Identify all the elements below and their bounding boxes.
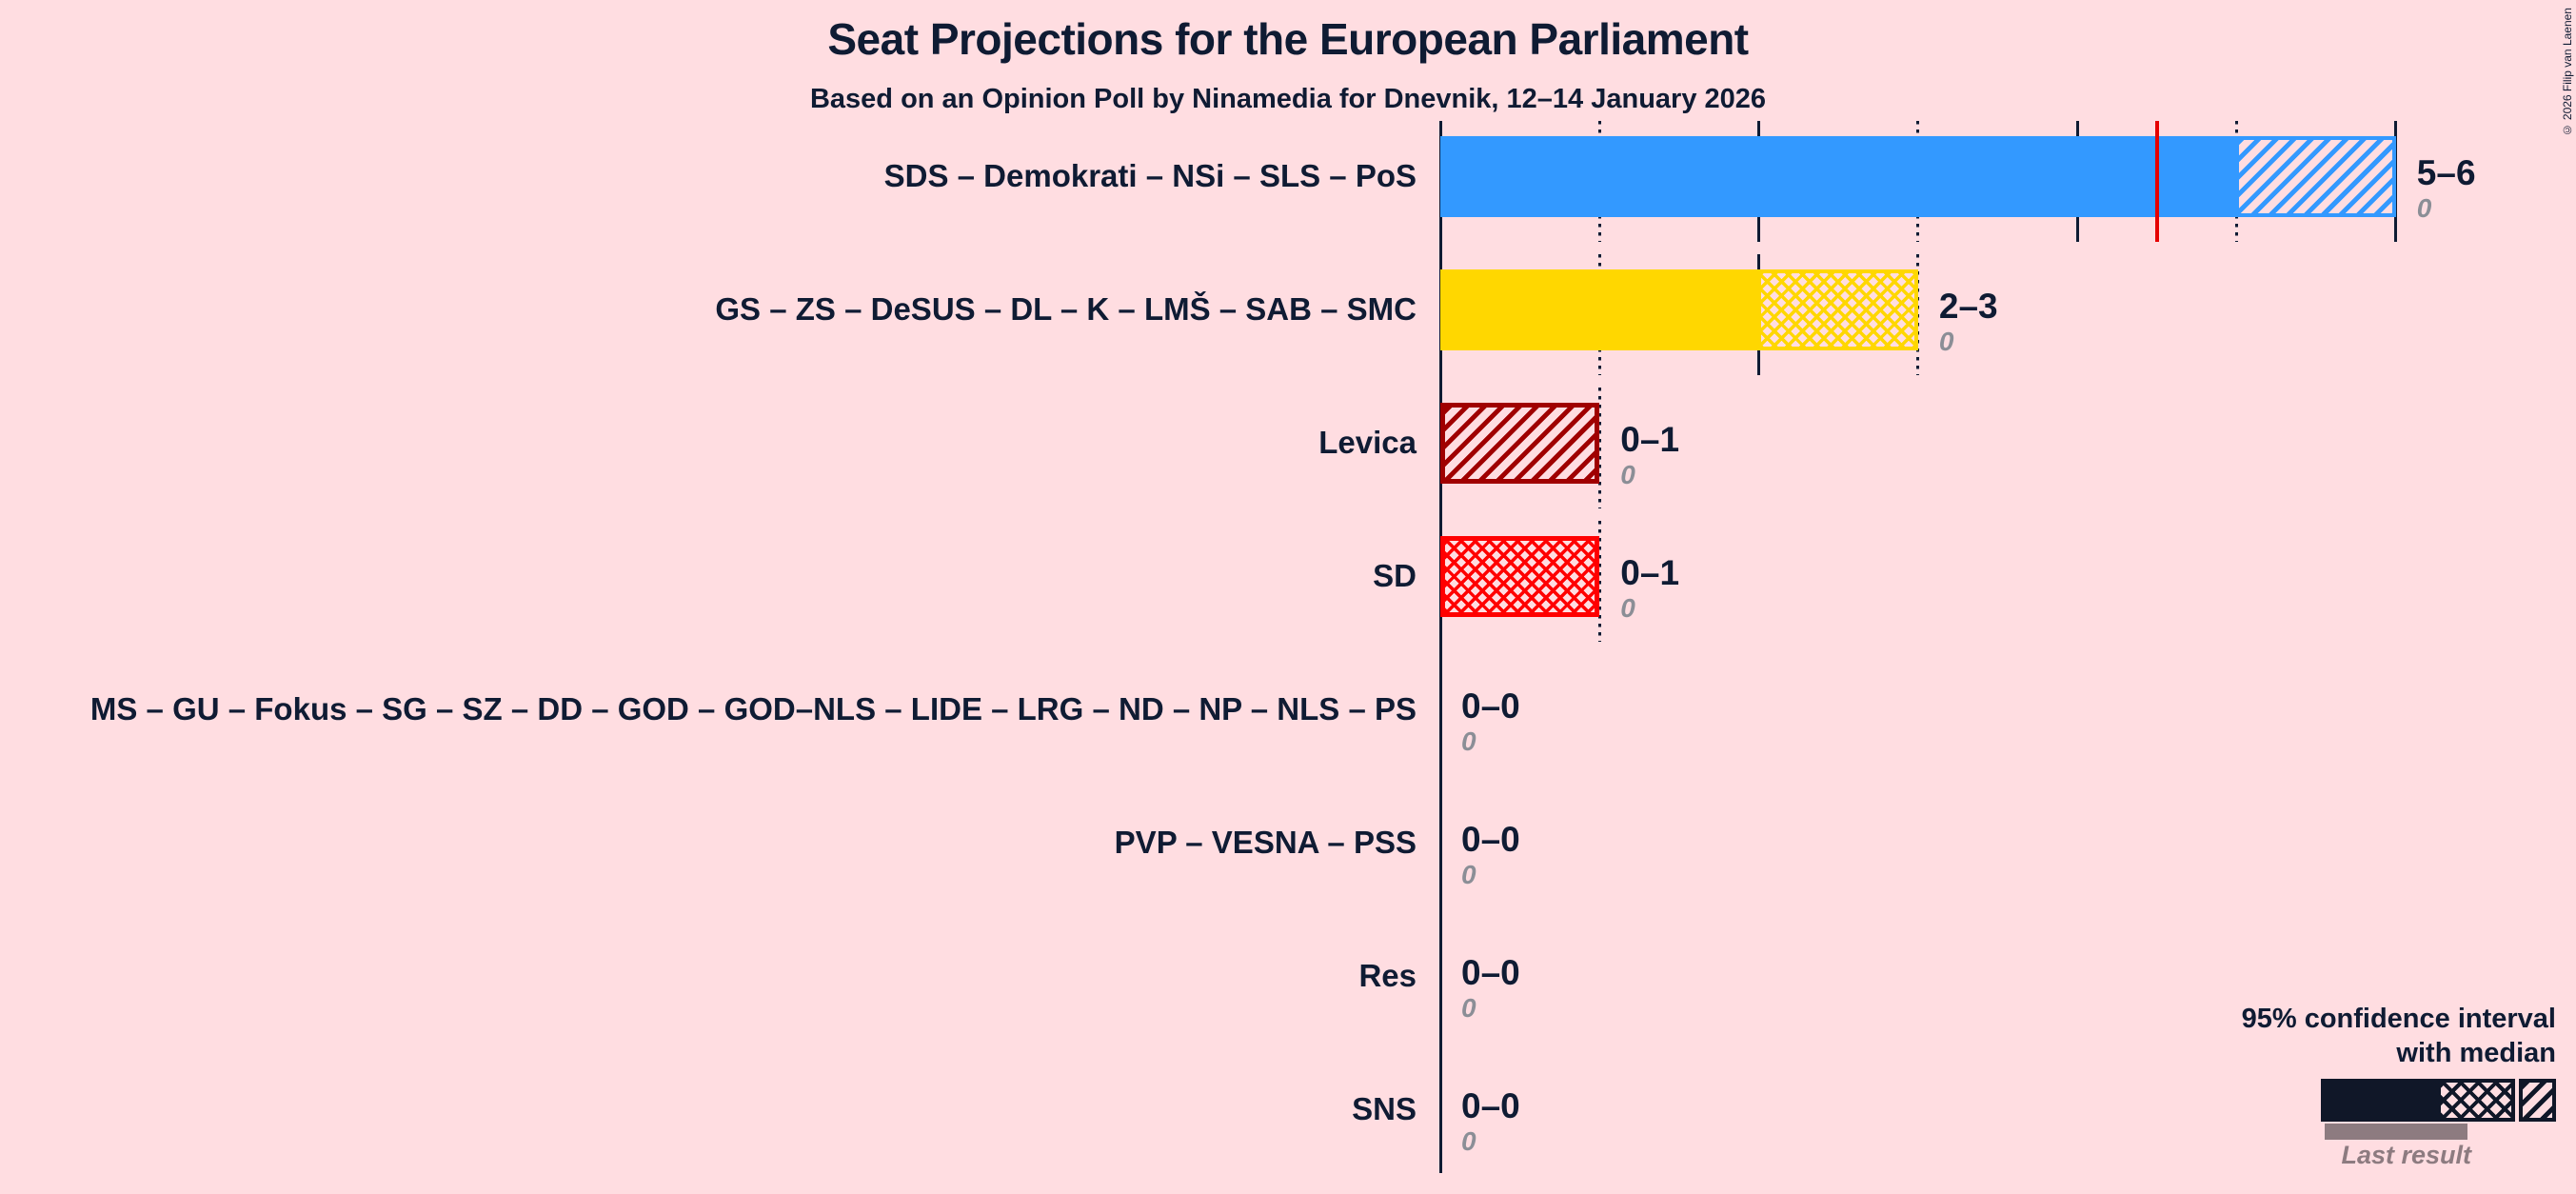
axis-line (1438, 121, 1442, 1173)
bar-ci-hatched-3 (1440, 402, 1600, 484)
bar-ci-hatched-4 (1440, 535, 1600, 617)
legend-ci-label-line2: with median (2396, 1038, 2556, 1068)
chart-subtitle: Based on an Opinion Poll by Ninamedia fo… (809, 84, 1767, 114)
value-block: 0–0 0 (1461, 1086, 1520, 1157)
bar-ci-hatched-1 (2236, 135, 2396, 217)
legend: 95% confidence interval with median Last… (2242, 996, 2556, 1177)
legend-ci-label-line1: 95% confidence interval (2241, 1004, 2556, 1034)
ci-value-label: 0–0 (1461, 820, 1520, 859)
value-block: 0–0 0 (1461, 820, 1520, 890)
ci-value-label: 0–1 (1620, 553, 1680, 592)
gridline-seat-1 (1597, 387, 1601, 508)
ci-value-label: 0–0 (1461, 687, 1520, 726)
ci-value-label: 0–1 (1620, 420, 1680, 459)
party-label: MS – GU – Fokus – SG – SZ – DD – GOD – G… (89, 691, 1417, 726)
value-block: 5–6 0 (2417, 153, 2476, 224)
value-block: 0–1 0 (1620, 420, 1679, 490)
last-result-value: 0 (1461, 993, 1476, 1023)
value-block: 0–0 0 (1461, 687, 1520, 757)
legend-solid-segment (2321, 1079, 2437, 1122)
legend-crosshatch-segment (2437, 1079, 2515, 1122)
bar-ci-hatched-2 (1758, 269, 1918, 350)
value-block: 0–0 0 (1461, 953, 1520, 1024)
legend-sample-bar (2321, 1079, 2556, 1122)
ci-value-label: 5–6 (2416, 153, 2476, 192)
gridline-seat-3 (1916, 253, 1920, 375)
median-line (2154, 120, 2159, 242)
ci-value-label: 2–3 (1938, 287, 1998, 326)
party-label: GS – ZS – DeSUS – DL – K – LMŠ – SAB – S… (715, 291, 1417, 327)
party-label: SNS (1352, 1091, 1417, 1126)
legend-last-result-label: Last result (2341, 1141, 2471, 1169)
ci-value-label: 0–0 (1461, 953, 1520, 992)
last-result-value: 0 (1620, 593, 1635, 623)
last-result-value: 0 (1938, 327, 1954, 356)
legend-diagonal-segment (2519, 1079, 2556, 1122)
bar-solid-2 (1440, 269, 1761, 350)
last-result-value: 0 (1461, 1126, 1476, 1156)
gridline-seat-1 (1597, 520, 1601, 642)
last-result-value: 0 (1620, 460, 1635, 489)
gridline-seat-6 (2394, 120, 2398, 242)
party-label: SD (1373, 558, 1417, 593)
value-block: 2–3 0 (1939, 287, 1998, 357)
legend-last-result-bar (2325, 1124, 2467, 1140)
party-label: Levica (1318, 425, 1417, 460)
last-result-value: 0 (2416, 193, 2432, 223)
value-block: 0–1 0 (1620, 553, 1679, 624)
copyright-notice: © 2026 Filip van Laenen (2561, 8, 2574, 137)
last-result-value: 0 (1461, 860, 1476, 889)
last-result-value: 0 (1461, 726, 1476, 756)
chart-title: Seat Projections for the European Parlia… (827, 14, 1749, 64)
bar-solid-1 (1440, 135, 2239, 217)
party-label: PVP – VESNA – PSS (1114, 825, 1417, 860)
party-label: Res (1358, 958, 1417, 993)
ci-value-label: 0–0 (1461, 1086, 1520, 1125)
party-label: SDS – Demokrati – NSi – SLS – PoS (883, 158, 1417, 193)
